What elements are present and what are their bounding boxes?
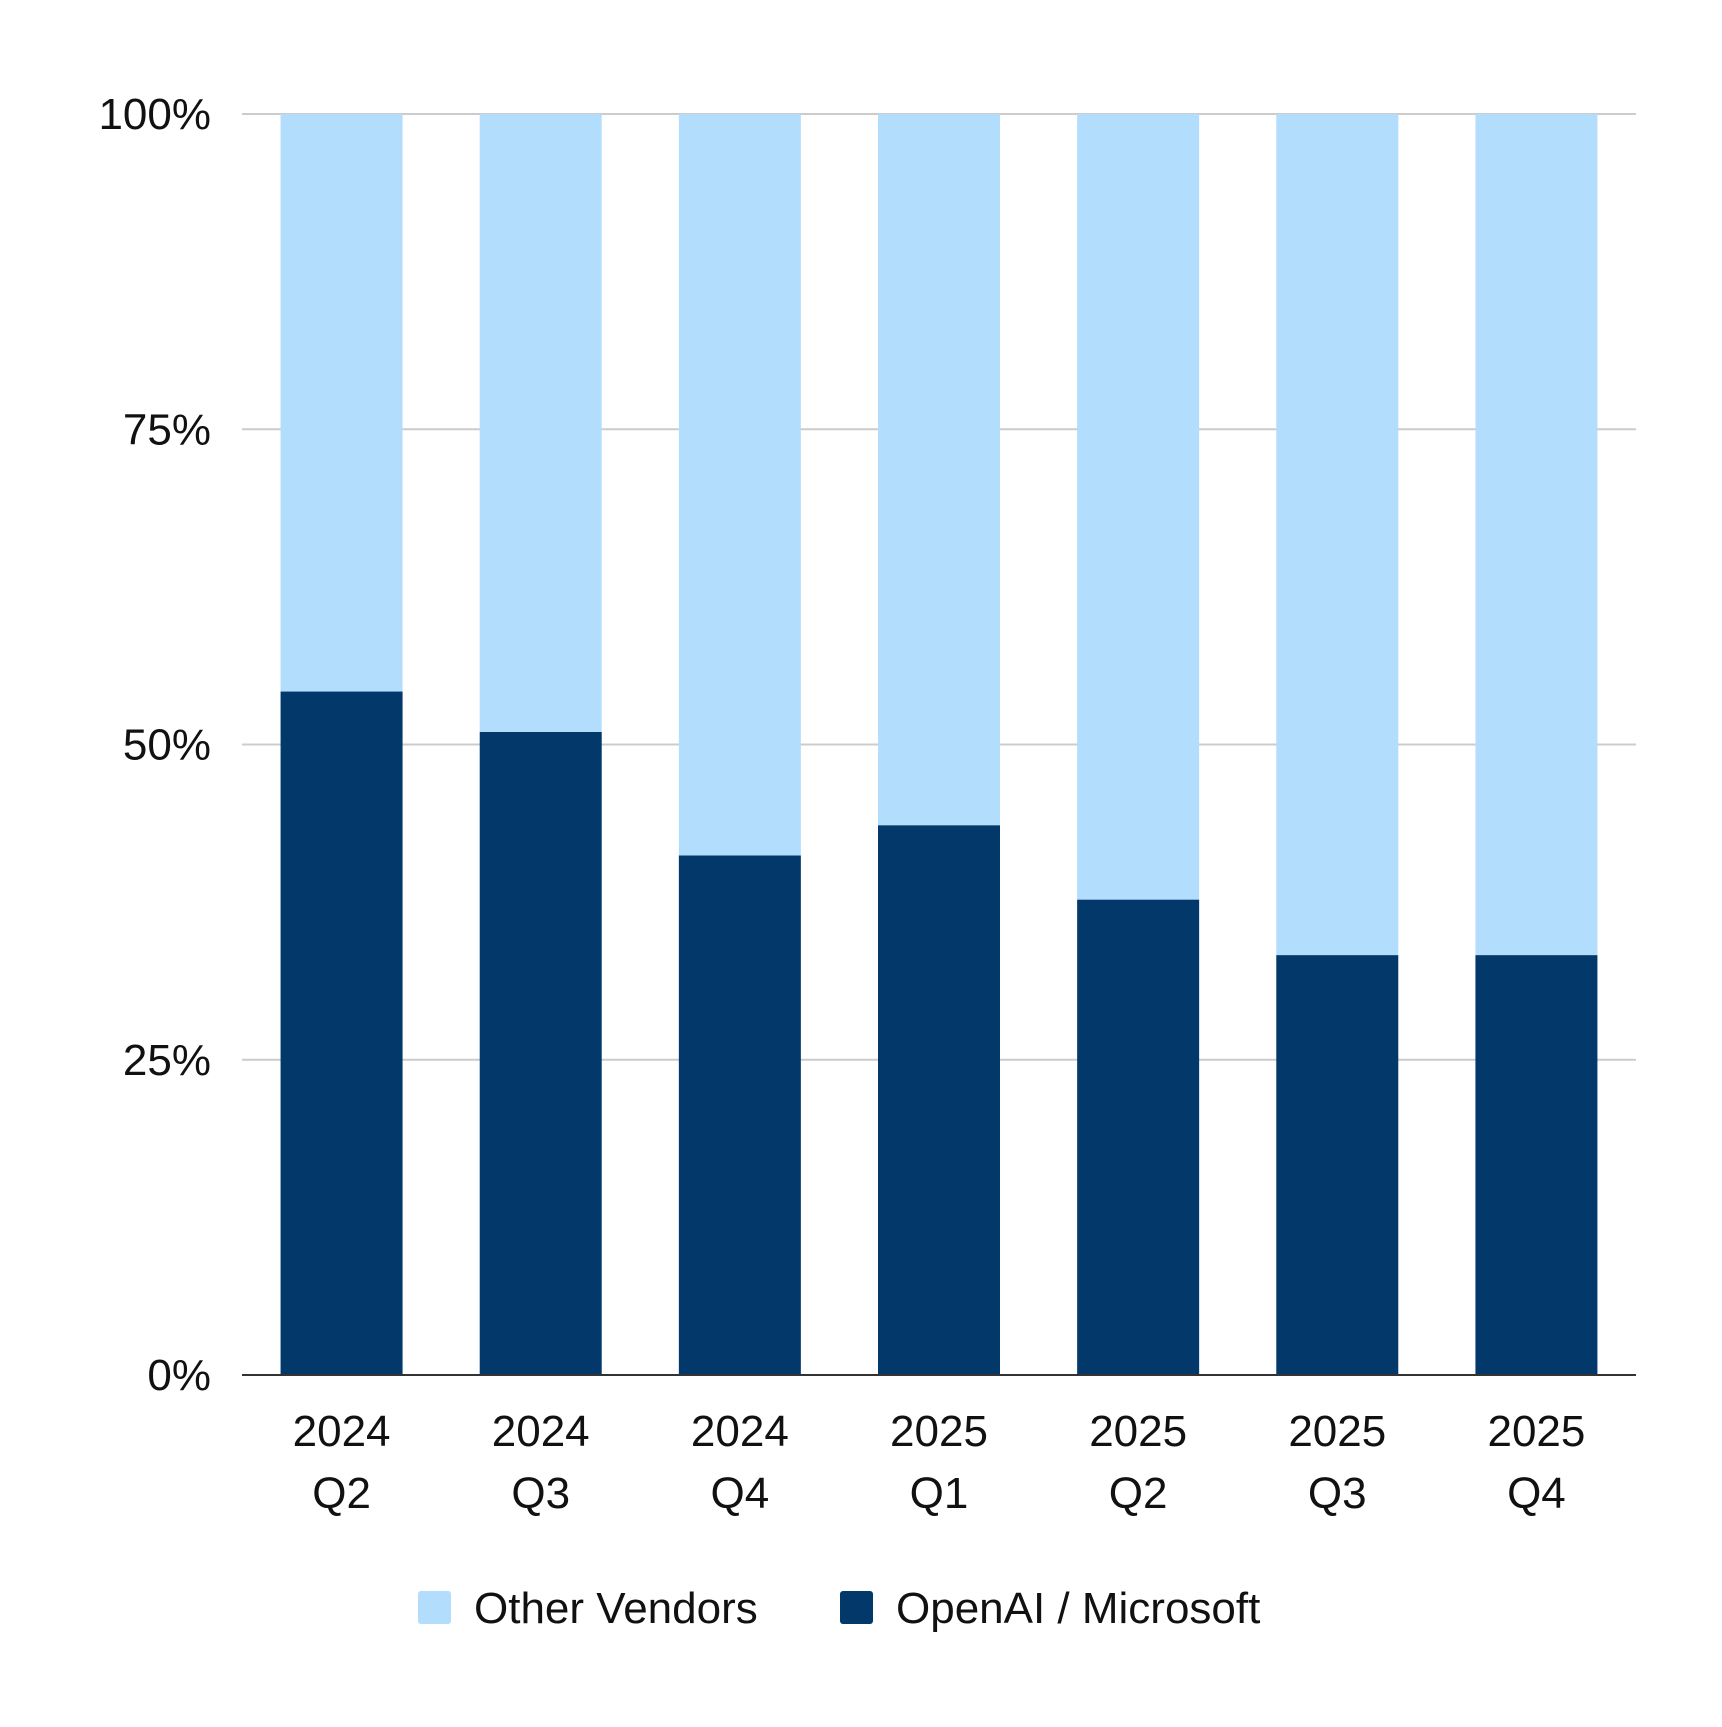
x-tick-label: 2024 [492,1407,590,1456]
x-tick-label: Q1 [910,1469,969,1518]
x-tick-label: 2025 [1089,1407,1187,1456]
y-tick-label: 50% [123,721,211,770]
bar-openai-microsoft [1276,955,1399,1375]
x-tick-label: 2025 [890,1407,988,1456]
bar-openai-microsoft [1475,955,1598,1375]
bar-other-vendors [1276,114,1399,956]
x-tick-label: Q4 [711,1469,770,1518]
bar-other-vendors [678,114,801,856]
bar-other-vendors [878,114,1000,826]
bar-other-vendors [1475,114,1598,956]
x-tick-label: 2024 [293,1407,391,1456]
x-tick-label: Q2 [312,1469,371,1518]
bar-other-vendors [1077,114,1200,900]
x-axis-ticks: 2024 Q2 2024 Q3 2024 Q4 2025 Q1 2025 Q2 2025 Q3 2025… [293,1407,1586,1518]
legend-label-other-vendors: Other Vendors [474,1584,758,1633]
legend-label-openai-microsoft: OpenAI / Microsoft [896,1584,1260,1633]
y-tick-label: 100% [98,90,211,139]
bar-openai-microsoft [878,825,1000,1375]
legend: Other Vendors OpenAI / Microsoft [418,1584,1260,1633]
x-tick-label: Q4 [1507,1469,1566,1518]
legend-swatch-other-vendors [418,1591,451,1624]
x-tick-label: Q2 [1109,1469,1168,1518]
x-tick-label: 2025 [1288,1407,1386,1456]
x-tick-label: Q3 [511,1469,570,1518]
x-tick-label: Q3 [1308,1469,1367,1518]
legend-swatch-openai-microsoft [840,1591,873,1624]
bar-other-vendors [280,114,403,692]
bar-openai-microsoft [479,731,602,1375]
y-tick-label: 75% [123,405,211,454]
x-tick-label: 2024 [691,1407,789,1456]
x-tick-label: 2025 [1487,1407,1585,1456]
bars [280,114,1598,1375]
bar-other-vendors [479,114,602,732]
y-tick-label: 0% [147,1351,211,1400]
bar-openai-microsoft [678,855,801,1375]
y-axis-ticks: 0% 25% 50% 75% 100% [98,90,211,1400]
bar-openai-microsoft [1077,899,1200,1375]
bar-openai-microsoft [280,691,403,1375]
y-tick-label: 25% [123,1036,211,1085]
